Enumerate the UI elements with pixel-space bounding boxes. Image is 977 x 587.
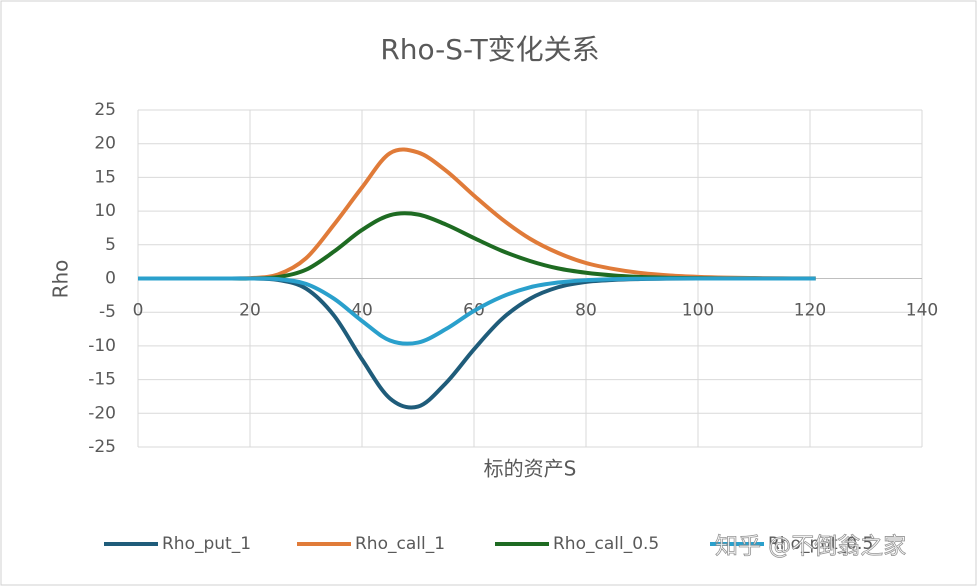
chart-title: Rho-S-T变化关系 bbox=[380, 33, 599, 66]
x-tick-label: 80 bbox=[575, 301, 597, 321]
x-tick-label: 120 bbox=[794, 301, 826, 321]
y-tick-label: -5 bbox=[99, 302, 116, 322]
y-tick-label: 10 bbox=[94, 201, 116, 221]
x-tick-label: 140 bbox=[906, 301, 938, 321]
y-tick-label: -20 bbox=[88, 403, 116, 423]
x-tick-label: 0 bbox=[133, 301, 144, 321]
legend-label: Rho_put_1 bbox=[162, 534, 251, 554]
legend-label: Rho_call_1 bbox=[355, 534, 445, 554]
y-tick-label: -10 bbox=[88, 336, 116, 356]
y-tick-label: 5 bbox=[105, 235, 116, 255]
y-axis-label: Rho bbox=[49, 260, 73, 299]
y-tick-label: -15 bbox=[88, 370, 116, 390]
x-axis-label: 标的资产S bbox=[484, 457, 577, 481]
legend-label: Rho_call_0.5 bbox=[553, 534, 659, 554]
x-tick-label: 20 bbox=[239, 301, 261, 321]
series-line bbox=[137, 276, 816, 346]
y-tick-label: 25 bbox=[94, 100, 116, 120]
y-tick-label: 20 bbox=[94, 134, 116, 154]
x-tick-label: 100 bbox=[682, 301, 714, 321]
y-tick-label: 0 bbox=[105, 269, 116, 289]
watermark: 知乎 @不倒翁之家 bbox=[715, 534, 906, 560]
legend-label: Rho_put_0.5 bbox=[768, 534, 873, 554]
y-tick-label: 15 bbox=[94, 167, 116, 187]
y-tick-label: -25 bbox=[88, 437, 116, 457]
